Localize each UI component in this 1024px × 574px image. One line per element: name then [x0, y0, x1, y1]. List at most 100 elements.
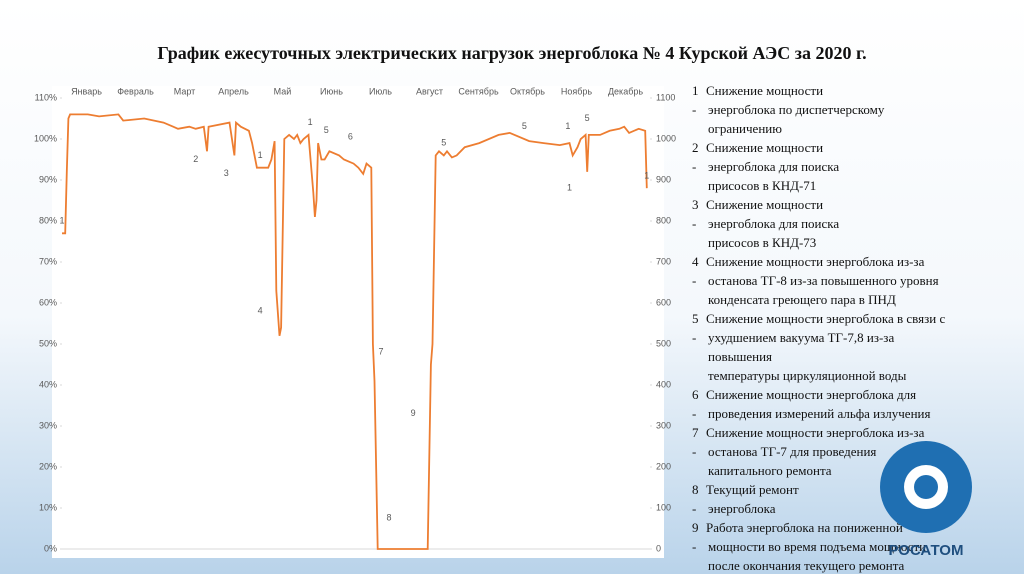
list-line: присосов в КНД-71 — [708, 178, 816, 193]
list-line: энергоблока — [708, 501, 776, 516]
list-line: присосов в КНД-73 — [708, 235, 816, 250]
month-label: Август — [416, 86, 443, 96]
month-label: Май — [274, 86, 292, 96]
month-label: Июль — [369, 86, 392, 96]
annotation: 3 — [224, 168, 229, 178]
list-dash: - — [692, 273, 696, 288]
list-dash: - — [692, 159, 696, 174]
list-dash: - — [692, 102, 696, 117]
month-label: Июнь — [320, 86, 343, 96]
y-tick-label: 110% — [35, 92, 57, 102]
list-line: Снижение мощности энергоблока из-за — [706, 254, 925, 269]
annotation: 7 — [378, 347, 383, 357]
list-dash: - — [692, 330, 696, 345]
annotation: 1 — [59, 215, 64, 225]
y-tick-label: 30% — [39, 420, 57, 430]
list-line: Снижение мощности — [706, 197, 823, 212]
y-tick-label: 70% — [39, 256, 57, 266]
y2-tick-label: 600 — [656, 297, 671, 307]
month-label: Ноябрь — [561, 86, 593, 96]
list-line: мощности во время подъема мощности — [708, 539, 926, 554]
month-label: Январь — [71, 86, 102, 96]
annotation: 8 — [387, 513, 392, 523]
y2-tick-label: 100 — [656, 502, 671, 512]
list-line: температуры циркуляционной воды — [708, 368, 907, 383]
list-line: Снижение мощности — [706, 83, 823, 98]
logo-core — [914, 475, 938, 499]
list-number: 5 — [692, 311, 699, 326]
annotation: 5 — [441, 137, 446, 147]
annotation: 1 — [565, 121, 570, 131]
list-number: 9 — [692, 520, 699, 535]
list-line: повышения — [708, 349, 772, 364]
y-tick-label: 90% — [39, 174, 57, 184]
list-line: энергоблока по диспетчерскому — [708, 102, 885, 117]
annotation: 2 — [193, 154, 198, 164]
annotation: 5 — [585, 113, 590, 123]
month-label: Сентябрь — [458, 86, 499, 96]
list-number: 6 — [692, 387, 699, 402]
list-line: Снижение мощности энергоблока в связи с — [706, 311, 945, 326]
list-number: 7 — [692, 425, 699, 440]
annotation: 1 — [258, 150, 263, 160]
month-label: Февраль — [117, 86, 154, 96]
month-label: Апрель — [218, 86, 249, 96]
y-tick-label: 100% — [34, 133, 57, 143]
list-line: энергоблока для поиска — [708, 159, 839, 174]
y2-tick-label: 700 — [656, 256, 671, 266]
annotation: 4 — [258, 306, 263, 316]
annotation: 5 — [324, 125, 329, 135]
list-number: 4 — [692, 254, 699, 269]
chart-area — [52, 86, 664, 558]
annotation: 1 — [567, 183, 572, 193]
list-line: проведения измерений альфа излучения — [708, 406, 930, 421]
list-dash: - — [692, 216, 696, 231]
y2-tick-label: 1100 — [656, 92, 675, 102]
y2-tick-label: 300 — [656, 420, 671, 430]
y-tick-label: 80% — [39, 215, 57, 225]
logo-text: РОСАТОМ — [889, 542, 964, 559]
load-line — [62, 113, 648, 550]
y-tick-label: 50% — [39, 338, 57, 348]
list-line: конденсата греющего пара в ПНД — [708, 292, 896, 307]
y-tick-label: 60% — [39, 297, 57, 307]
list-line: ограничению — [708, 121, 782, 136]
list-line: Снижение мощности энергоблока для — [706, 387, 916, 402]
y-tick-label: 10% — [39, 502, 57, 512]
y2-tick-label: 400 — [656, 379, 671, 389]
list-number: 1 — [692, 83, 699, 98]
list-line: после окончания текущего ремонта — [708, 558, 905, 573]
list-dash: - — [692, 406, 696, 421]
month-label: Октябрь — [510, 86, 545, 96]
y2-tick-label: 0 — [656, 543, 661, 553]
list-dash: - — [692, 539, 696, 554]
y2-tick-label: 500 — [656, 338, 671, 348]
y-tick-label: 40% — [39, 379, 57, 389]
annotation: 9 — [411, 408, 416, 418]
list-line: Снижение мощности — [706, 140, 823, 155]
list-line: ухудшением вакуума ТГ-7,8 из-за — [708, 330, 894, 345]
annotation: 1 — [644, 170, 649, 180]
month-label: Март — [174, 86, 196, 96]
annotation: 6 — [348, 131, 353, 141]
y-tick-label: 0% — [44, 543, 57, 553]
logo: РОСАТОМ — [880, 441, 972, 559]
list-dash: - — [692, 501, 696, 516]
list-dash: - — [692, 444, 696, 459]
annotation: 5 — [522, 121, 527, 131]
list-line: Снижение мощности энергоблока из-за — [706, 425, 925, 440]
list-line: останова ТГ-7 для проведения — [708, 444, 876, 459]
list-line: Работа энергоблока на пониженной — [706, 520, 903, 535]
list-line: Текущий ремонт — [706, 482, 799, 497]
list-number: 2 — [692, 140, 699, 155]
y2-tick-label: 200 — [656, 461, 671, 471]
list-line: останова ТГ-8 из-за повышенного уровня — [708, 273, 939, 288]
list-line: энергоблока для поиска — [708, 216, 839, 231]
annotation: 1 — [308, 117, 313, 127]
month-label: Декабрь — [608, 86, 643, 96]
y-tick-label: 20% — [39, 461, 57, 471]
list-line: капитального ремонта — [708, 463, 832, 478]
y2-tick-label: 1000 — [656, 133, 676, 143]
chart-title: График ежесуточных электрических нагрузо… — [157, 43, 866, 63]
